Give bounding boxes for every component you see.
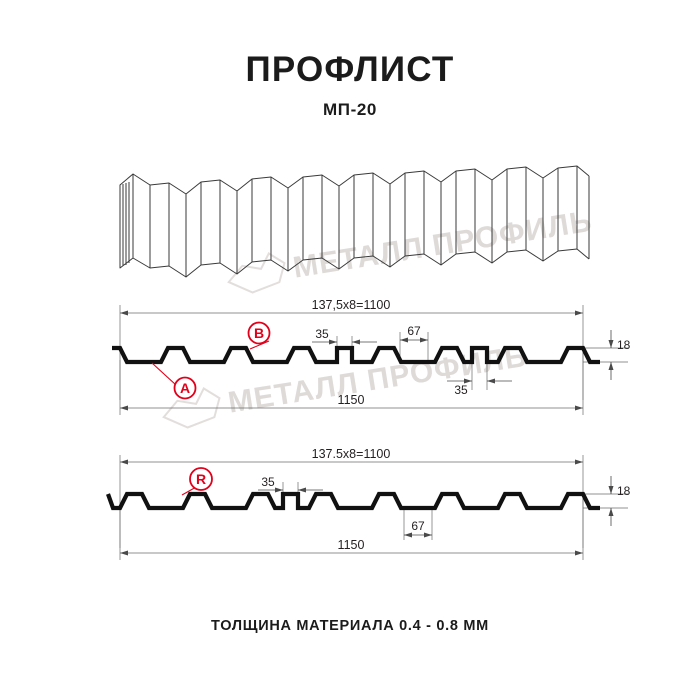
profile-bottom-outline	[106, 491, 600, 511]
dimension-height-bottom: 18	[608, 476, 631, 526]
material-thickness-note: ТОЛЩИНА МАТЕРИАЛА 0.4 - 0.8 ММ	[211, 618, 489, 634]
watermark-logo-icon	[227, 252, 286, 294]
watermark-bottom: МЕТАЛЛ ПРОФИЛЬ	[162, 340, 529, 429]
page-title: ПРОФЛИСТ	[245, 50, 455, 89]
dimension-ridge-bottom-label: 35	[261, 475, 275, 489]
marker-b-label: B	[254, 325, 264, 341]
dimension-valley-top-label: 67	[407, 324, 421, 338]
marker-r-label: R	[196, 471, 206, 487]
dimension-module-bottom-label: 137.5x8=1100	[312, 447, 391, 461]
marker-r-circle-icon	[189, 467, 213, 491]
dimension-valley-top: 67	[400, 324, 428, 343]
marker-b-top: B	[247, 321, 271, 350]
title-block: ПРОФЛИСТ МП-20	[0, 52, 700, 120]
dimension-ridge-top-label: 35	[315, 327, 329, 341]
marker-a-top: A	[151, 362, 197, 400]
dimension-total-bottom: 1150	[120, 538, 583, 556]
dimension-module-bottom: 137.5x8=1100	[120, 447, 583, 465]
dimension-total-top: 1150	[120, 393, 583, 411]
dimension-total-top-label: 1150	[338, 393, 365, 407]
dimension-ridge-top-second-label: 35	[454, 383, 468, 397]
profile-top-outline	[112, 345, 600, 365]
page-subtitle: МП-20	[323, 100, 377, 119]
marker-a-circle-icon	[173, 376, 197, 400]
isometric-profile-view	[119, 165, 590, 278]
dimension-ridge-top-second: 35	[447, 378, 512, 397]
dimension-ridge-top: 35	[312, 327, 377, 345]
marker-r-bottom: R	[181, 467, 213, 496]
dimension-height-top: 18	[608, 330, 631, 380]
marker-b-circle-icon	[247, 321, 271, 345]
dimension-height-bottom-label: 18	[617, 484, 631, 498]
dimension-valley-bottom: 67	[404, 519, 432, 538]
dimension-valley-bottom-label: 67	[411, 519, 425, 533]
dimension-ridge-bottom: 35	[258, 475, 323, 493]
watermark-logo-icon	[162, 387, 221, 429]
dimension-total-bottom-label: 1150	[338, 538, 365, 552]
dimension-module-top: 137,5x8=1100	[120, 298, 583, 316]
watermark-top: МЕТАЛЛ ПРОФИЛЬ	[227, 205, 595, 294]
dimension-height-top-label: 18	[617, 338, 631, 352]
marker-a-label: A	[180, 380, 190, 396]
footer-block: ТОЛЩИНА МАТЕРИАЛА 0.4 - 0.8 ММ	[0, 618, 700, 634]
dimension-module-top-label: 137,5x8=1100	[312, 298, 391, 312]
watermark-label-top: МЕТАЛЛ ПРОФИЛЬ	[291, 205, 595, 285]
